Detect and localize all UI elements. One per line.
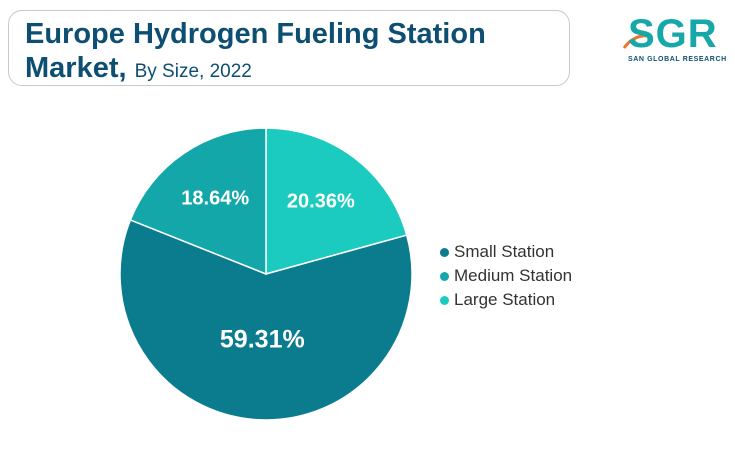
chart-legend: Small Station Medium Station Large Stati…	[440, 240, 572, 312]
legend-label-small: Small Station	[454, 242, 555, 261]
legend-swatch-medium	[440, 271, 449, 281]
logo-subtext: SAN GLOBAL RESEARCH	[628, 56, 727, 63]
legend-swatch-large	[440, 295, 449, 305]
chart-title-continued: Market,	[25, 52, 127, 84]
chart-subtitle: By Size, 2022	[134, 61, 252, 82]
logo-text: SGR	[628, 12, 718, 56]
legend-swatch-small	[440, 247, 449, 257]
data-label-small: 59.31%	[220, 326, 305, 354]
legend-label-medium: Medium Station	[454, 266, 573, 285]
legend-item-large: Large Station	[440, 288, 572, 312]
data-label-medium: 18.64%	[181, 187, 249, 209]
pie-slice-small	[119, 218, 413, 421]
pie-slice-medium	[129, 127, 267, 276]
sgr-logo: SGR SAN GLOBAL RESEARCH	[622, 12, 726, 72]
legend-item-medium: Medium Station	[440, 264, 572, 288]
pie-slice-large	[265, 127, 408, 275]
legend-label-large: Large Station	[454, 290, 556, 309]
chart-title-box: Europe Hydrogen Fueling Station Market, …	[8, 10, 570, 86]
legend-item-small: Small Station	[440, 240, 572, 264]
data-label-large: 20.36%	[287, 190, 355, 212]
logo-swoosh-icon	[622, 34, 651, 49]
chart-title: Europe Hydrogen Fueling Station	[25, 18, 486, 50]
